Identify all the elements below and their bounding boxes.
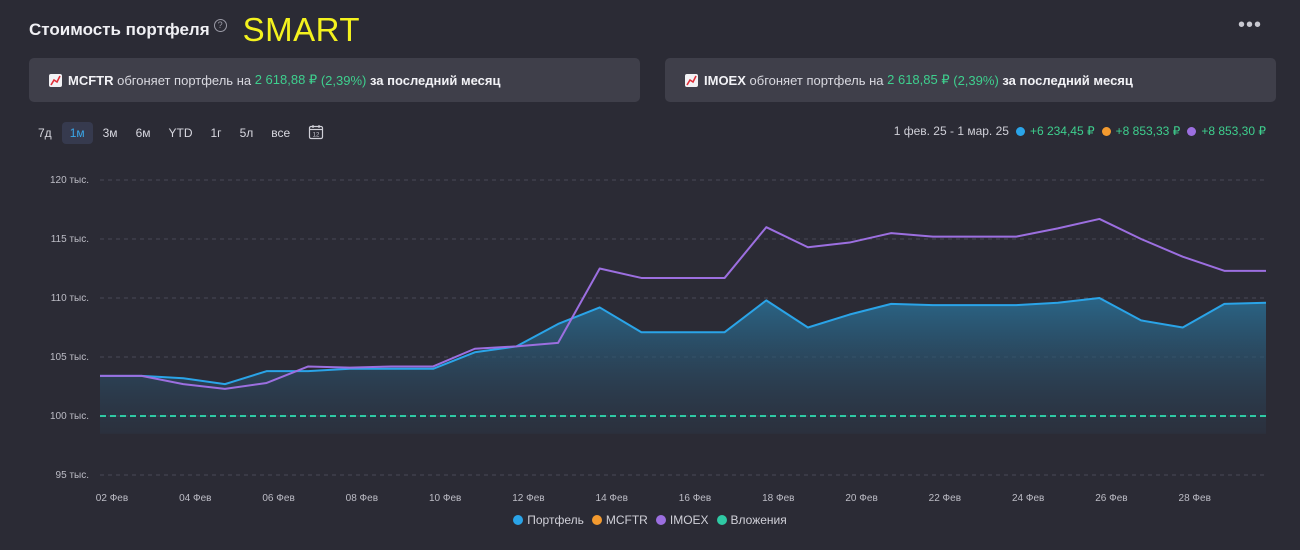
calendar-icon[interactable]: 12 (308, 124, 324, 143)
chart-trend-icon (49, 73, 62, 87)
portfolio-chart[interactable]: 95 тыс. 100 тыс. 105 тыс. 110 тыс. 115 тыс. 1… (0, 160, 1300, 510)
legend-item-portfolio[interactable]: Портфель (513, 513, 584, 527)
header: Стоимость портфеля ? SMART (29, 11, 361, 48)
chart-trend-icon (685, 73, 698, 87)
period-1y[interactable]: 1г (210, 126, 222, 140)
banner-amount: 2 618,85 ₽ (887, 72, 950, 87)
x-tick-label: 20 Фев (845, 493, 877, 504)
more-options-icon[interactable]: ••• (1237, 14, 1262, 36)
summary-value-mcftr: +8 853,33 ₽ (1115, 124, 1181, 138)
legend-dot-icon (513, 515, 524, 525)
summary-value-imoex: +8 853,30 ₽ (1201, 124, 1266, 138)
brand-label: SMART (242, 11, 361, 48)
x-tick-label: 14 Фев (596, 493, 628, 504)
y-tick-label: 100 тыс. (50, 411, 89, 422)
legend-dot-icon (1101, 126, 1111, 136)
banner-index-name: IMOEX (704, 72, 746, 88)
x-tick-label: 26 Фев (1095, 493, 1127, 504)
period-summary: 1 фев. 25 - 1 мар. 25 +6 234,45 ₽ +8 853… (894, 124, 1266, 138)
period-all[interactable]: все (271, 126, 291, 140)
x-tick-label: 10 Фев (429, 493, 461, 504)
svg-text:12: 12 (313, 132, 320, 138)
legend-label: IMOEX (669, 513, 709, 527)
help-icon[interactable]: ? (213, 18, 227, 32)
y-tick-label: 120 тыс. (50, 175, 89, 186)
comparison-banner-imoex: IMOEX обгоняет портфель на 2 618,85 ₽ (2… (665, 58, 1276, 102)
y-tick-label: 115 тыс. (51, 234, 89, 245)
series-line-IMOEX[interactable] (100, 217, 1266, 390)
legend-dot-icon (655, 515, 666, 525)
x-tick-label: 16 Фев (679, 493, 711, 504)
chart-legend: Портфель MCFTR IMOEX Вложения (0, 513, 1300, 527)
legend-item-mcftr[interactable]: MCFTR (591, 513, 648, 527)
x-tick-label: 24 Фев (1012, 493, 1044, 504)
period-1m[interactable]: 1м (61, 122, 93, 144)
page-title: Стоимость портфеля (29, 20, 210, 39)
x-tick-label: 04 Фев (179, 493, 211, 504)
x-tick-label: 08 Фев (346, 493, 378, 504)
period-3m[interactable]: 3м (102, 126, 118, 140)
x-tick-label: 02 Фев (96, 493, 128, 504)
legend-dot-icon (716, 515, 727, 525)
period-6m[interactable]: 6м (135, 126, 151, 140)
legend-label: Вложения (730, 513, 787, 527)
legend-label: MCFTR (605, 513, 648, 527)
banner-text: обгоняет портфель на (745, 72, 888, 88)
banner-text: обгоняет портфель на (113, 72, 255, 88)
period-7d[interactable]: 7д (38, 126, 52, 140)
y-axis: 95 тыс. 100 тыс. 105 тыс. 110 тыс. 115 тыс. 1… (50, 175, 89, 481)
area-fill (100, 298, 1266, 434)
x-tick-label: 28 Фев (1179, 493, 1211, 504)
period-selector: 7д 1м 3м 6м YTD 1г 5л все 12 (30, 122, 324, 144)
x-tick-label: 12 Фев (512, 493, 544, 504)
x-tick-label: 06 Фев (262, 493, 294, 504)
y-tick-label: 110 тыс. (51, 293, 89, 304)
date-range: 1 фев. 25 - 1 мар. 25 (893, 124, 1009, 138)
summary-value-portfolio: +6 234,45 ₽ (1029, 124, 1095, 138)
legend-item-imoex[interactable]: IMOEX (655, 513, 709, 527)
y-tick-label: 105 тыс. (50, 352, 89, 363)
legend-item-investments[interactable]: Вложения (716, 513, 787, 527)
legend-dot-icon (1015, 126, 1025, 136)
x-tick-label: 22 Фев (929, 493, 961, 504)
x-tick-label: 18 Фев (762, 493, 794, 504)
banner-period: за последний месяц (366, 72, 501, 88)
period-ytd[interactable]: YTD (168, 126, 193, 140)
banner-period: за последний месяц (998, 72, 1133, 88)
x-axis: 02 Фев 04 Фев 06 Фев 08 Фев 10 Фев 12 Фев 14 Ф… (96, 493, 1211, 504)
portfolio-area (100, 298, 1266, 434)
legend-label: Портфель (527, 513, 584, 527)
comparison-banner-mcftr: MCFTR обгоняет портфель на 2 618,88 ₽ (2… (29, 58, 640, 102)
y-tick-label: 95 тыс. (56, 470, 89, 481)
series-lines (100, 217, 1267, 417)
legend-dot-icon (591, 515, 602, 525)
banner-amount: 2 618,88 ₽ (254, 72, 318, 87)
banner-percent: (2,39%) (953, 72, 999, 88)
banner-index-name: MCFTR (68, 72, 114, 88)
period-5y[interactable]: 5л (239, 126, 254, 140)
banner-percent: (2,39%) (320, 72, 367, 88)
legend-dot-icon (1187, 126, 1197, 136)
